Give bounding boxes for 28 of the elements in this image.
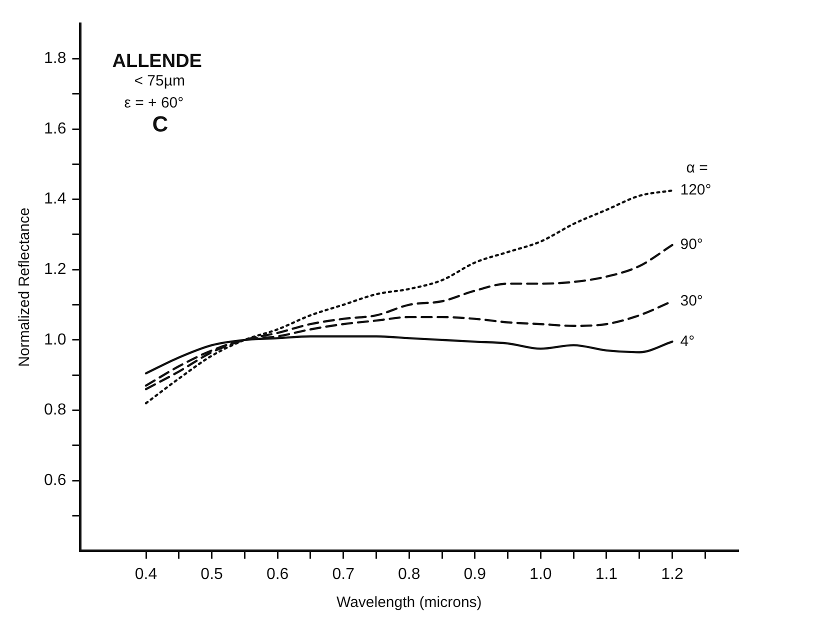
x-tick-label: 0.5 [200,566,224,583]
x-tick-label: 1.1 [595,566,618,583]
x-tick-label: 1.2 [661,566,684,583]
y-tick-label: 1.8 [44,50,66,68]
x-tick-label: 1.0 [530,566,552,583]
y-tick-label: 1.6 [44,120,66,138]
annotation: ALLENDE [112,50,202,72]
series-label: 4° [680,332,695,350]
series-label: 30° [680,292,703,310]
y-tick-label: 0.6 [44,472,66,489]
x-tick-label: 0.7 [332,566,355,583]
legend-title: α = [686,160,708,177]
x-tick-label: 0.4 [134,566,158,583]
series-label: 120° [680,182,712,199]
x-tick-label: 0.9 [464,566,486,583]
annotation: < 75µm [134,72,185,90]
x-tick-label: 0.6 [266,566,289,583]
line-series [144,189,674,404]
annotation: ε = + 60° [124,94,184,112]
annotation: C [152,112,168,137]
series-label: 90° [680,236,703,254]
y-axis-title: Normalized Reflectance [16,208,34,367]
x-axis-title: Wavelength (microns) [336,594,482,612]
y-tick-label: 1.0 [44,331,66,348]
y-tick-label: 1.2 [44,261,66,278]
x-tick-label: 0.8 [398,566,420,583]
y-tick-label: 1.4 [44,190,66,208]
y-tick-label: 0.8 [44,402,66,419]
